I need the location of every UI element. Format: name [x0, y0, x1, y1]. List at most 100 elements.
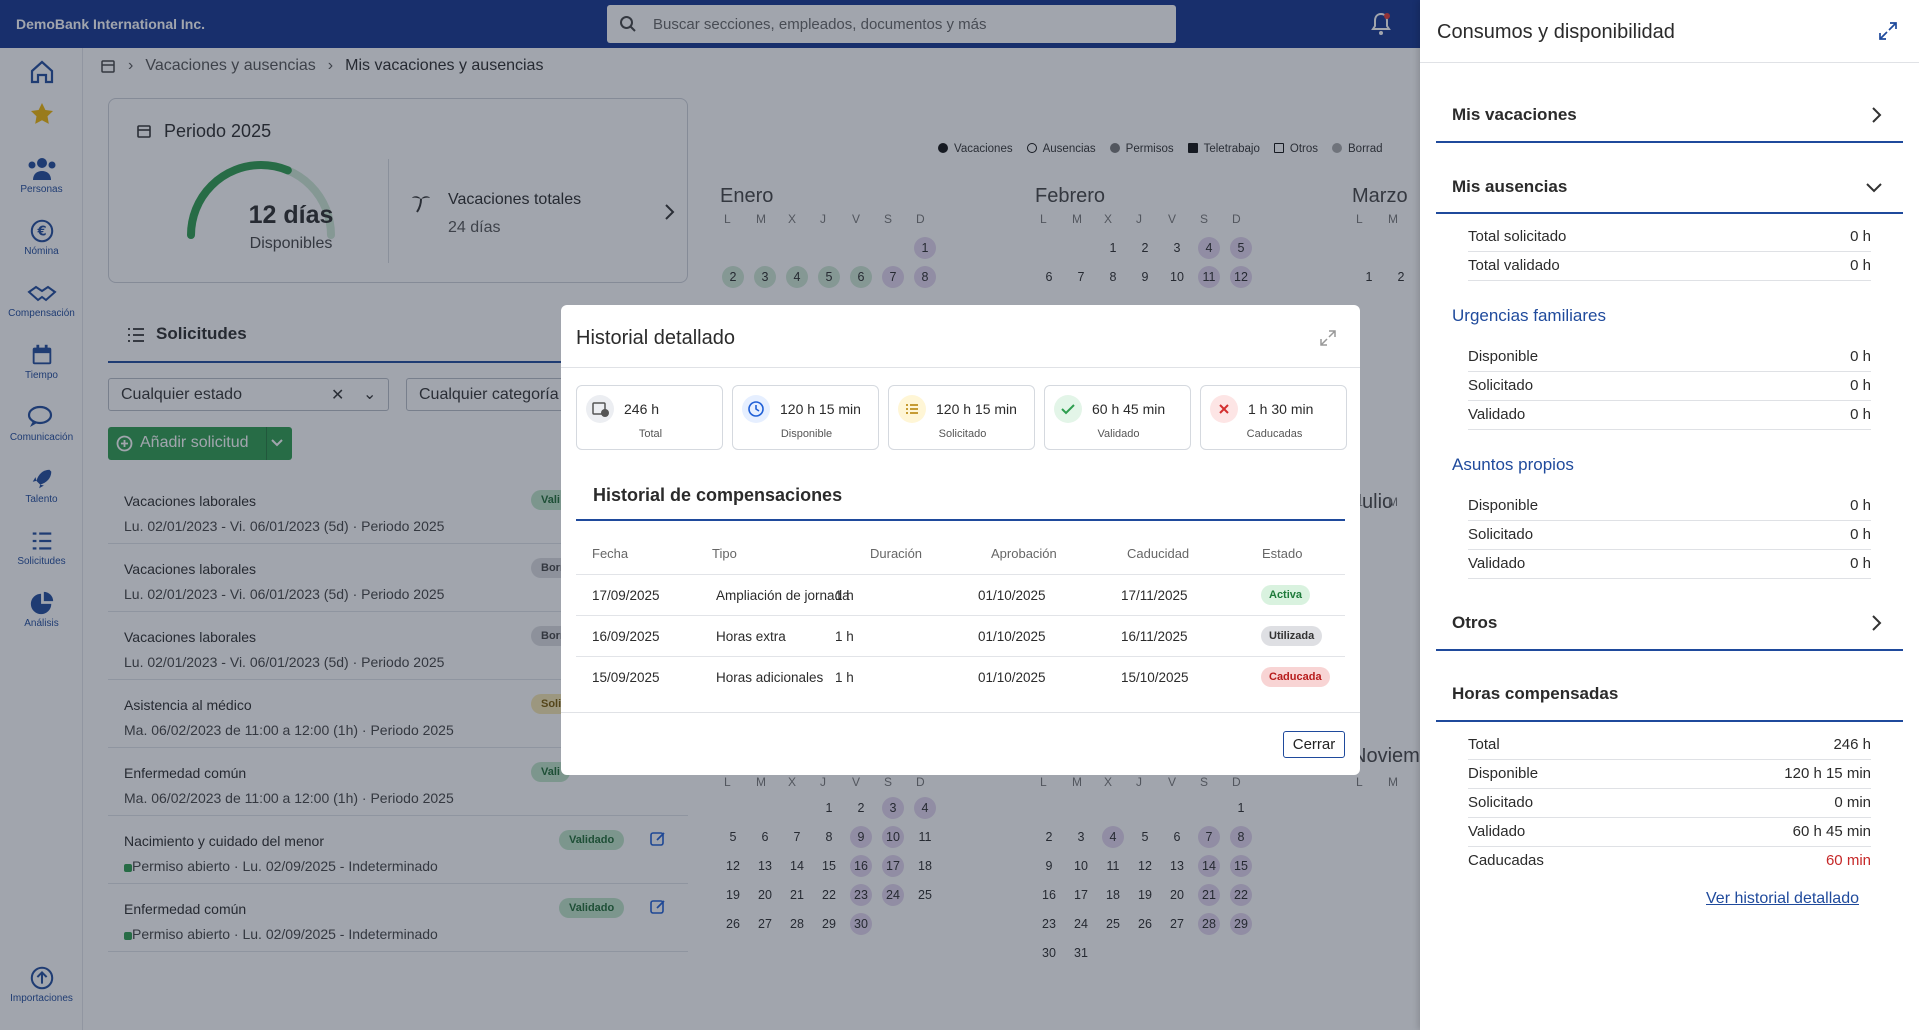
- calendar-day[interactable]: 16: [850, 855, 872, 877]
- calendar-day[interactable]: 14: [790, 859, 804, 873]
- calendar-day[interactable]: 28: [1198, 913, 1220, 935]
- search-box[interactable]: Buscar secciones, empleados, documentos …: [607, 5, 1176, 43]
- calendar-day[interactable]: 12: [726, 859, 740, 873]
- section-otros[interactable]: Otros: [1452, 613, 1498, 632]
- nav-importaciones[interactable]: Importaciones: [0, 965, 83, 1004]
- list-item[interactable]: Vacaciones laborales Lu. 02/01/2023 - Vi.…: [108, 544, 688, 612]
- detailed-history-link[interactable]: Ver historial detallado: [1706, 890, 1859, 907]
- status-filter[interactable]: Cualquier estado ✕ ⌄: [108, 378, 389, 411]
- calendar-day[interactable]: 9: [1141, 270, 1149, 284]
- calendar-day[interactable]: 2: [857, 801, 865, 815]
- calendar-day[interactable]: 9: [850, 826, 872, 848]
- calendar-day[interactable]: 20: [1170, 888, 1184, 902]
- expand-icon[interactable]: [1319, 329, 1337, 347]
- calendar-day[interactable]: 1: [825, 801, 833, 815]
- calendar-day[interactable]: 7: [1198, 826, 1220, 848]
- calendar-day[interactable]: 23: [1042, 917, 1056, 931]
- calendar-day[interactable]: 5: [818, 266, 840, 288]
- nav-compensacion[interactable]: Compensación: [0, 280, 83, 319]
- calendar-day[interactable]: 27: [1170, 917, 1184, 931]
- nav-comunicacion[interactable]: Comunicación: [0, 404, 83, 443]
- calendar-day[interactable]: 2: [1397, 270, 1405, 284]
- calendar-day[interactable]: 30: [850, 913, 872, 935]
- chevron-right-icon[interactable]: [663, 203, 675, 221]
- section-mis-vacaciones[interactable]: Mis vacaciones: [1452, 105, 1577, 124]
- chevron-down-icon[interactable]: [270, 438, 284, 448]
- calendar-day[interactable]: 21: [790, 888, 804, 902]
- calendar-day[interactable]: 12: [1138, 859, 1152, 873]
- calendar-day[interactable]: 8: [914, 266, 936, 288]
- calendar-day[interactable]: 6: [1173, 830, 1181, 844]
- nav-analisis[interactable]: Análisis: [0, 590, 83, 629]
- breadcrumb-link[interactable]: Vacaciones y ausencias: [145, 57, 316, 74]
- calendar-day[interactable]: 29: [822, 917, 836, 931]
- calendar-day[interactable]: 21: [1198, 884, 1220, 906]
- calendar-day[interactable]: 3: [1173, 241, 1181, 255]
- calendar-day[interactable]: 15: [1230, 855, 1252, 877]
- calendar-day[interactable]: 10: [882, 826, 904, 848]
- calendar-day[interactable]: 17: [882, 855, 904, 877]
- calendar-day[interactable]: 29: [1230, 913, 1252, 935]
- nav-tiempo[interactable]: Tiempo: [0, 342, 83, 381]
- calendar-day[interactable]: 13: [1170, 859, 1184, 873]
- chevron-down-icon[interactable]: [1865, 182, 1883, 194]
- calendar-day[interactable]: 7: [793, 830, 801, 844]
- chevron-right-icon[interactable]: [1870, 614, 1882, 632]
- list-item[interactable]: Nacimiento y cuidado del menor Permiso ab…: [108, 816, 688, 884]
- chevron-right-icon[interactable]: [1870, 106, 1882, 124]
- calendar-day[interactable]: 30: [1042, 946, 1056, 960]
- list-item[interactable]: Enfermedad común Ma. 06/02/2023 de 11:00 …: [108, 748, 688, 816]
- calendar-day[interactable]: 16: [1042, 888, 1056, 902]
- calendar-day[interactable]: 26: [1138, 917, 1152, 931]
- nav-home[interactable]: [0, 58, 83, 88]
- calendar-day[interactable]: 2: [722, 266, 744, 288]
- calendar-day[interactable]: 12: [1230, 266, 1252, 288]
- calendar-day[interactable]: 1: [1109, 241, 1117, 255]
- calendar-day[interactable]: 2: [1045, 830, 1053, 844]
- calendar-day[interactable]: 10: [1170, 270, 1184, 284]
- calendar-day[interactable]: 24: [1074, 917, 1088, 931]
- calendar-day[interactable]: 22: [1230, 884, 1252, 906]
- calendar-day[interactable]: 26: [726, 917, 740, 931]
- list-item[interactable]: Vacaciones laborales Lu. 02/01/2023 - Vi.…: [108, 476, 688, 544]
- calendar-day[interactable]: 14: [1198, 855, 1220, 877]
- calendar-day[interactable]: 4: [1198, 237, 1220, 259]
- calendar-day[interactable]: 18: [1106, 888, 1120, 902]
- calendar-day[interactable]: 8: [825, 830, 833, 844]
- calendar-day[interactable]: 11: [1198, 266, 1220, 288]
- calendar-day[interactable]: 7: [1077, 270, 1085, 284]
- calendar-day[interactable]: 5: [1141, 830, 1149, 844]
- nav-solicitudes[interactable]: Solicitudes: [0, 528, 83, 567]
- calendar-day[interactable]: 5: [1230, 237, 1252, 259]
- edit-icon[interactable]: [649, 898, 667, 919]
- calendar-day[interactable]: 3: [1077, 830, 1085, 844]
- edit-icon[interactable]: [649, 830, 667, 851]
- calendar-day[interactable]: 4: [786, 266, 808, 288]
- calendar-day[interactable]: 27: [758, 917, 772, 931]
- calendar-day[interactable]: 22: [822, 888, 836, 902]
- nav-talento[interactable]: Talento: [0, 466, 83, 505]
- nav-nomina[interactable]: € Nómina: [0, 218, 83, 257]
- calendar-day[interactable]: 1: [914, 237, 936, 259]
- nav-favorites[interactable]: [0, 100, 83, 130]
- calendar-day[interactable]: 1: [1237, 801, 1245, 815]
- calendar-day[interactable]: 5: [729, 830, 737, 844]
- list-item[interactable]: Enfermedad común Permiso abierto · Lu. 02…: [108, 884, 688, 952]
- calendar-day[interactable]: 4: [1102, 826, 1124, 848]
- nav-personas[interactable]: Personas: [0, 156, 83, 195]
- calendar-day[interactable]: 8: [1109, 270, 1117, 284]
- clear-icon[interactable]: ✕: [331, 387, 345, 404]
- calendar-day[interactable]: 25: [918, 888, 932, 902]
- calendar-day[interactable]: 17: [1074, 888, 1088, 902]
- calendar-day[interactable]: 2: [1141, 241, 1149, 255]
- calendar-day[interactable]: 9: [1045, 859, 1053, 873]
- calendar-day[interactable]: 8: [1230, 826, 1252, 848]
- calendar-day[interactable]: 19: [1138, 888, 1152, 902]
- calendar-day[interactable]: 3: [754, 266, 776, 288]
- calendar-day[interactable]: 23: [850, 884, 872, 906]
- calendar-day[interactable]: 11: [918, 830, 932, 844]
- calendar-day[interactable]: 11: [1106, 859, 1120, 873]
- expand-icon[interactable]: [1878, 21, 1898, 41]
- calendar-day[interactable]: 15: [822, 859, 836, 873]
- add-request-button[interactable]: Añadir solicitud: [108, 427, 292, 460]
